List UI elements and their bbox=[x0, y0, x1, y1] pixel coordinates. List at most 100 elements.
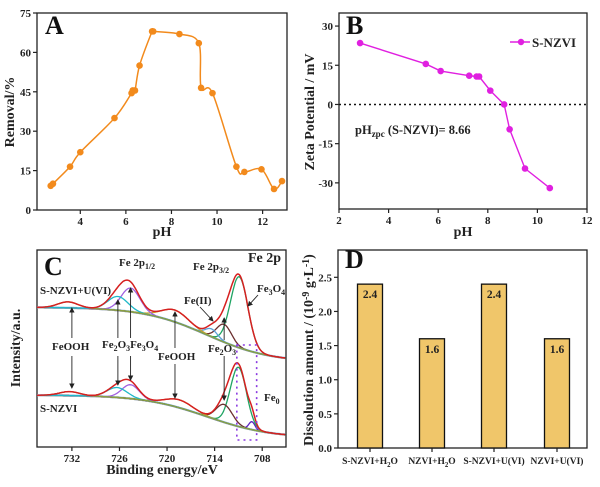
label-feooh: FeOOH bbox=[158, 351, 196, 363]
label-fe3o4: Fe3O4 bbox=[257, 283, 285, 297]
panel-a-xtick-label: 12 bbox=[257, 216, 269, 228]
label-fe2o3: Fe2O3 bbox=[208, 343, 236, 357]
panel-b-ytick-label: -30 bbox=[318, 178, 333, 190]
removal-point bbox=[278, 177, 286, 185]
removal-point bbox=[149, 28, 157, 35]
panel-b: 2 4 6 8 10 12 -30 -15 0 15 30 B S-NZVI pHzpc (S-NZ… bbox=[303, 11, 593, 240]
panel-c-xlabel: Binding energy/eV bbox=[106, 463, 218, 478]
panel-c-xtick-label: 708 bbox=[254, 453, 271, 465]
envelope-curve bbox=[37, 362, 286, 436]
category-label: S-NZVI+U(VI) bbox=[463, 456, 524, 467]
removal-point bbox=[176, 30, 183, 38]
panel-letter-d: D bbox=[345, 245, 364, 274]
panel-a-ytick-label: 75 bbox=[20, 8, 32, 20]
zeta-point bbox=[546, 184, 554, 192]
panel-d-ytick-label: 2.0 bbox=[318, 306, 332, 318]
panel-c-frame bbox=[36, 249, 287, 448]
panel-d-frame bbox=[337, 249, 588, 449]
panel-b-ytick-label: 0 bbox=[328, 99, 334, 111]
panel-a-ytick-label: 60 bbox=[20, 47, 32, 59]
removal-point bbox=[233, 163, 240, 170]
panel-d: 0.0 0.5 1.0 1.5 2.0 2.5 2.4 S-NZVI+H2O 1.6 NZVI+H… bbox=[301, 245, 588, 469]
bar-value-label: 2.4 bbox=[363, 289, 378, 301]
panel-b-xlabel: pH bbox=[454, 225, 473, 240]
panel-d-ytick-label: 1.0 bbox=[318, 375, 332, 387]
panel-b-xtick-label: 2 bbox=[336, 215, 342, 227]
panel-b-frame bbox=[338, 12, 588, 210]
removal-point bbox=[195, 39, 203, 47]
zeta-point bbox=[486, 87, 494, 94]
zeta-point bbox=[475, 73, 483, 80]
panel-a-ytick-label: 45 bbox=[20, 87, 32, 99]
zeta-point bbox=[506, 125, 513, 133]
label-fe2o3-fe3o4: Fe2O3Fe3O4 bbox=[102, 339, 158, 353]
panel-a-xlabel: pH bbox=[153, 225, 172, 240]
panel-a-ytick-label: 30 bbox=[20, 126, 32, 138]
panel-b-xtick-label: 10 bbox=[532, 215, 544, 227]
removal-point bbox=[66, 163, 74, 170]
spectrum-label-s-nzvi: S-NZVI bbox=[40, 403, 77, 415]
panel-d-ytick-label: 1.5 bbox=[318, 341, 332, 353]
bar bbox=[480, 283, 508, 449]
panel-a-xtick-label: 10 bbox=[212, 216, 224, 228]
category-label: NZVI+U(VI) bbox=[531, 456, 584, 467]
spectrum-label-s-nzvi-u: S-NZVI+U(VI) bbox=[40, 285, 111, 297]
label-fe-2p32: Fe 2p3/2 bbox=[193, 261, 229, 275]
panel-a-ytick-label: 0 bbox=[26, 205, 32, 217]
panel-a-ylabel: Removal/% bbox=[3, 77, 18, 148]
removal-point bbox=[136, 62, 143, 69]
removal-point bbox=[131, 87, 139, 94]
panel-d-ytick-label: 0.0 bbox=[318, 443, 332, 455]
bar-value-label: 1.6 bbox=[425, 344, 440, 356]
panel-c: 732 726 720 714 708 Fe 2p1/2 Fe 2p3/2 Fe 2p Fe3O… bbox=[9, 249, 287, 478]
panel-a-ytick-label: 15 bbox=[20, 166, 32, 178]
panel-c-ylabel: Intensity/a.u. bbox=[9, 309, 24, 388]
zeta-line bbox=[359, 42, 551, 189]
fe0-region-box bbox=[236, 344, 258, 441]
label-fe-ii: Fe(II) bbox=[184, 295, 212, 307]
removal-curve bbox=[49, 28, 283, 191]
panel-b-xtick-label: 4 bbox=[386, 215, 392, 227]
panel-a-xtick-label: 6 bbox=[123, 216, 129, 228]
category-label: S-NZVI+H2O bbox=[342, 457, 398, 469]
panel-d-ytick-label: 0.5 bbox=[318, 409, 332, 421]
zeta-point bbox=[422, 60, 430, 68]
panel-b-ytick-label: -15 bbox=[318, 139, 333, 151]
annotation-arrow bbox=[247, 294, 259, 307]
removal-point bbox=[209, 89, 216, 97]
zeta-point bbox=[465, 72, 473, 80]
bar bbox=[543, 338, 571, 449]
pHzpc-annotation: pHzpc (S-NZVI)= 8.66 bbox=[355, 123, 471, 139]
bar-value-label: 1.6 bbox=[550, 344, 565, 356]
label-fe-2p12: Fe 2p1/2 bbox=[119, 257, 155, 271]
label-feooh: FeOOH bbox=[52, 341, 90, 353]
legend-label: S-NZVI bbox=[532, 35, 576, 50]
panel-b-ytick-label: 15 bbox=[322, 60, 334, 72]
panel-b-ylabel: Zeta Potential / mV bbox=[303, 53, 318, 170]
zeta-point bbox=[437, 67, 444, 75]
removal-point bbox=[258, 165, 265, 173]
zeta-point bbox=[521, 165, 529, 172]
zeta-point bbox=[356, 39, 364, 47]
panel-letter-c: C bbox=[44, 252, 63, 281]
panel-c-xtick-label: 714 bbox=[206, 453, 223, 465]
panel-c-xtick-label: 732 bbox=[64, 453, 81, 465]
bar-value-label: 2.4 bbox=[487, 289, 502, 301]
panel-b-xtick-label: 6 bbox=[435, 215, 441, 227]
label-fe0: Fe0 bbox=[264, 392, 280, 406]
bar bbox=[418, 338, 446, 449]
panel-d-ytick-label: 2.5 bbox=[318, 272, 332, 284]
panel-b-xtick-label: 8 bbox=[485, 215, 491, 227]
legend-marker bbox=[517, 38, 525, 46]
annotation-arrow bbox=[199, 306, 214, 322]
panel-c-xtick-label: 720 bbox=[159, 453, 176, 465]
category-label: NZVI+H2O bbox=[408, 457, 455, 469]
panel-b-xtick-label: 12 bbox=[582, 215, 594, 227]
removal-point bbox=[241, 168, 248, 176]
envelope-curve bbox=[37, 273, 286, 359]
label-fe-2p: Fe 2p bbox=[248, 251, 281, 266]
panel-letter-b: B bbox=[346, 11, 363, 40]
panel-letter-a: A bbox=[45, 11, 64, 40]
panel-a-xtick-label: 8 bbox=[169, 216, 175, 228]
